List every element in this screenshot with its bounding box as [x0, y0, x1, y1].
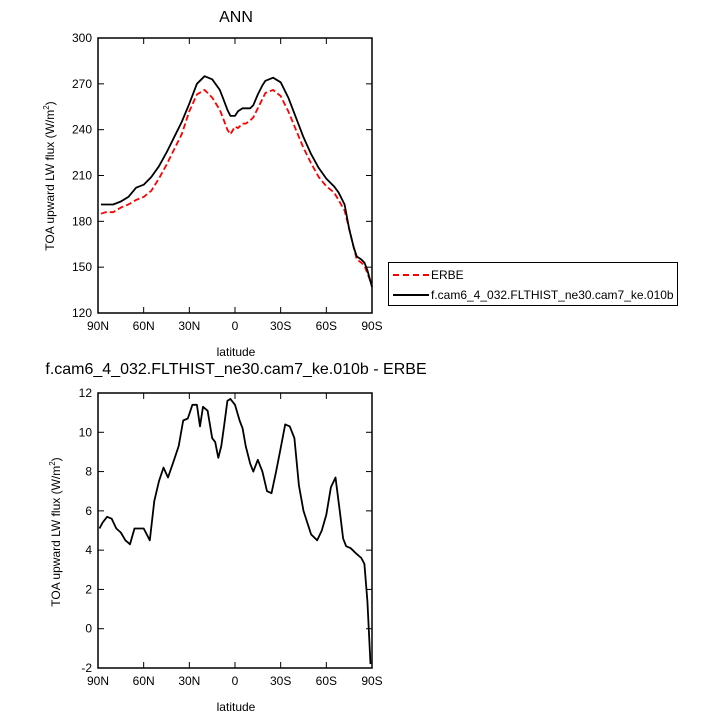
bottom-x-tick-label: 30N [178, 674, 200, 688]
bottom-x-axis: 90N 60N 30N 0 30S 60S 90S [87, 393, 383, 688]
top-x-axis: 90N 60N 30N 0 30S 60S 90S [87, 38, 383, 333]
top-plot-frame [97, 37, 373, 314]
bottom-y-axis-label: TOA upward LW flux (W/m2) [48, 457, 63, 606]
bottom-x-tick-label: 90N [87, 674, 109, 688]
top-y-tick-label: 270 [72, 77, 92, 91]
top-x-tick-label: 60N [133, 319, 155, 333]
bottom-plot-frame [97, 392, 373, 669]
legend-label-erbe: ERBE [431, 268, 464, 282]
top-y-tick-label: 210 [72, 169, 92, 183]
bottom-y-tick-label: 4 [85, 543, 92, 557]
top-x-tick-label: 60S [316, 319, 337, 333]
bottom-x-axis-label: latitude [217, 700, 256, 714]
legend-item-model: f.cam6_4_032.FLTHIST_ne30.cam7_ke.010b [389, 285, 674, 305]
top-y-tick-label: 180 [72, 214, 92, 228]
bottom-y-axis: -2 0 2 4 6 8 10 12 [79, 386, 372, 675]
bottom-series-group [98, 398, 372, 665]
legend-swatch-erbe [393, 274, 429, 276]
top-series-line-0 [100, 89, 373, 286]
bottom-chart-title: f.cam6_4_032.FLTHIST_ne30.cam7_ke.010b -… [45, 361, 426, 378]
top-x-axis-label: latitude [217, 345, 256, 359]
bottom-y-tick-label: 12 [79, 386, 93, 400]
top-x-tick-label: 90S [361, 319, 382, 333]
bottom-y-tick-label: -2 [81, 661, 92, 675]
top-y-tick-label: 300 [72, 31, 92, 45]
legend-label-model: f.cam6_4_032.FLTHIST_ne30.cam7_ke.010b [431, 288, 674, 302]
bottom-y-tick-label: 10 [79, 425, 93, 439]
top-x-tick-label: 0 [232, 319, 239, 333]
bottom-series-line-0 [98, 398, 372, 665]
bottom-y-tick-label: 6 [85, 504, 92, 518]
legend-item-erbe: ERBE [389, 265, 464, 285]
top-panel: ANN 120 150 180 210 240 270 300 90N 60N 30N 0 30S 6… [42, 9, 383, 359]
bottom-x-tick-label: 60S [316, 674, 337, 688]
bottom-panel: f.cam6_4_032.FLTHIST_ne30.cam7_ke.010b -… [45, 361, 426, 714]
bottom-x-tick-label: 90S [361, 674, 382, 688]
top-x-tick-label: 30S [270, 319, 291, 333]
top-y-tick-label: 240 [72, 123, 92, 137]
bottom-y-tick-label: 0 [85, 622, 92, 636]
top-y-tick-label: 120 [72, 306, 92, 320]
bottom-y-tick-label: 8 [85, 465, 92, 479]
bottom-y-tick-label: 2 [85, 582, 92, 596]
legend-swatch-model [393, 294, 429, 296]
top-series-line-1 [101, 75, 373, 288]
top-y-tick-label: 150 [72, 260, 92, 274]
top-x-tick-label: 30N [178, 319, 200, 333]
top-x-tick-label: 90N [87, 319, 109, 333]
top-y-axis-label: TOA upward LW flux (W/m2) [42, 101, 57, 250]
top-y-axis: 120 150 180 210 240 270 300 [72, 31, 372, 320]
legend: ERBE f.cam6_4_032.FLTHIST_ne30.cam7_ke.0… [388, 262, 678, 306]
top-series-group [100, 75, 373, 288]
top-chart-title: ANN [219, 9, 253, 26]
bottom-x-tick-label: 30S [270, 674, 291, 688]
bottom-x-tick-label: 0 [232, 674, 239, 688]
bottom-x-tick-label: 60N [133, 674, 155, 688]
